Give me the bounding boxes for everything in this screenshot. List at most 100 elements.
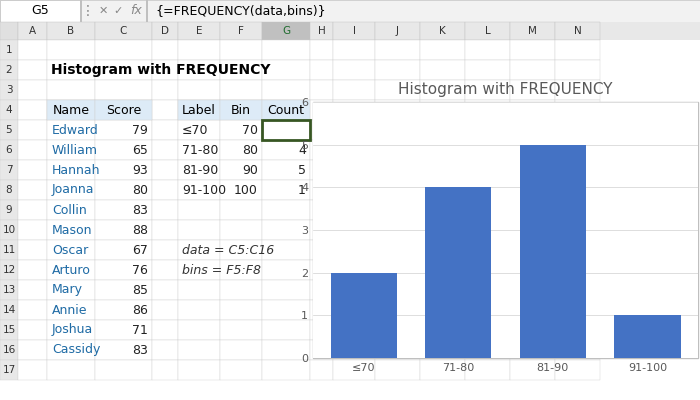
Text: 2: 2: [6, 65, 13, 75]
Bar: [47, 200, 95, 220]
Bar: [152, 280, 178, 300]
Text: M: M: [528, 26, 537, 36]
Bar: [47, 240, 95, 260]
Bar: [47, 100, 95, 120]
Text: J: J: [396, 26, 399, 36]
Bar: [0, 280, 18, 300]
Bar: [220, 22, 262, 40]
Bar: [47, 220, 95, 240]
Bar: [152, 60, 178, 80]
Text: 8: 8: [6, 185, 13, 195]
Text: 85: 85: [132, 284, 148, 296]
Bar: [18, 140, 47, 160]
Bar: [152, 240, 178, 260]
Bar: [262, 140, 310, 160]
Text: 93: 93: [132, 164, 148, 176]
Text: 17: 17: [2, 365, 15, 375]
Text: N: N: [573, 26, 582, 36]
Bar: [47, 160, 95, 180]
Bar: [465, 340, 510, 360]
Bar: [420, 160, 465, 180]
Text: Collin: Collin: [52, 204, 87, 216]
Bar: [510, 300, 555, 320]
Bar: [95, 300, 152, 320]
Bar: [420, 260, 465, 280]
Bar: [555, 22, 600, 40]
Bar: [220, 200, 262, 220]
Bar: [510, 60, 555, 80]
Title: Histogram with FREQUENCY: Histogram with FREQUENCY: [398, 82, 612, 97]
Text: Joanna: Joanna: [52, 184, 94, 196]
Bar: [510, 22, 555, 40]
Text: A: A: [29, 26, 36, 36]
Bar: [178, 200, 220, 220]
Bar: [0, 160, 18, 180]
Bar: [555, 360, 600, 380]
Text: {=FREQUENCY(data,bins)}: {=FREQUENCY(data,bins)}: [155, 4, 326, 18]
Bar: [375, 240, 420, 260]
Text: 83: 83: [132, 204, 148, 216]
Bar: [18, 120, 47, 140]
Text: Hannah: Hannah: [52, 164, 101, 176]
Bar: [18, 240, 47, 260]
Bar: [465, 100, 510, 120]
Bar: [333, 160, 375, 180]
Bar: [333, 300, 375, 320]
Bar: [310, 260, 333, 280]
Bar: [330, 273, 397, 358]
Bar: [310, 340, 333, 360]
Text: William: William: [52, 144, 98, 156]
Text: 88: 88: [132, 224, 148, 236]
Bar: [80, 0, 82, 22]
Bar: [178, 100, 220, 120]
Text: E: E: [196, 26, 202, 36]
Bar: [152, 80, 178, 100]
Bar: [152, 320, 178, 340]
Bar: [510, 340, 555, 360]
Bar: [0, 140, 18, 160]
Bar: [18, 160, 47, 180]
Bar: [178, 260, 220, 280]
Bar: [95, 320, 152, 340]
Bar: [18, 340, 47, 360]
Bar: [333, 240, 375, 260]
Bar: [375, 120, 420, 140]
Text: 71: 71: [132, 324, 148, 336]
Bar: [95, 100, 152, 120]
Text: 11: 11: [2, 245, 15, 255]
Bar: [375, 100, 420, 120]
Bar: [510, 40, 555, 60]
Text: 79: 79: [132, 124, 148, 136]
Bar: [510, 80, 555, 100]
Bar: [420, 240, 465, 260]
Bar: [262, 360, 310, 380]
Text: 81-90: 81-90: [182, 164, 218, 176]
Bar: [95, 260, 152, 280]
Bar: [220, 240, 262, 260]
Bar: [178, 280, 220, 300]
Bar: [333, 340, 375, 360]
Text: 5: 5: [298, 164, 306, 176]
Bar: [333, 140, 375, 160]
Bar: [18, 360, 47, 380]
Text: 76: 76: [132, 264, 148, 276]
Text: Name: Name: [52, 104, 90, 116]
Text: 12: 12: [2, 265, 15, 275]
Bar: [220, 280, 262, 300]
Bar: [465, 260, 510, 280]
Text: F: F: [238, 26, 244, 36]
Text: Edward: Edward: [52, 124, 99, 136]
Bar: [420, 180, 465, 200]
Bar: [310, 60, 333, 80]
Bar: [510, 100, 555, 120]
Bar: [375, 260, 420, 280]
Bar: [262, 320, 310, 340]
Bar: [0, 180, 18, 200]
Text: B: B: [67, 26, 75, 36]
Bar: [333, 80, 375, 100]
Bar: [152, 260, 178, 280]
Bar: [555, 240, 600, 260]
Bar: [420, 22, 465, 40]
Bar: [333, 180, 375, 200]
Text: Mary: Mary: [52, 284, 83, 296]
